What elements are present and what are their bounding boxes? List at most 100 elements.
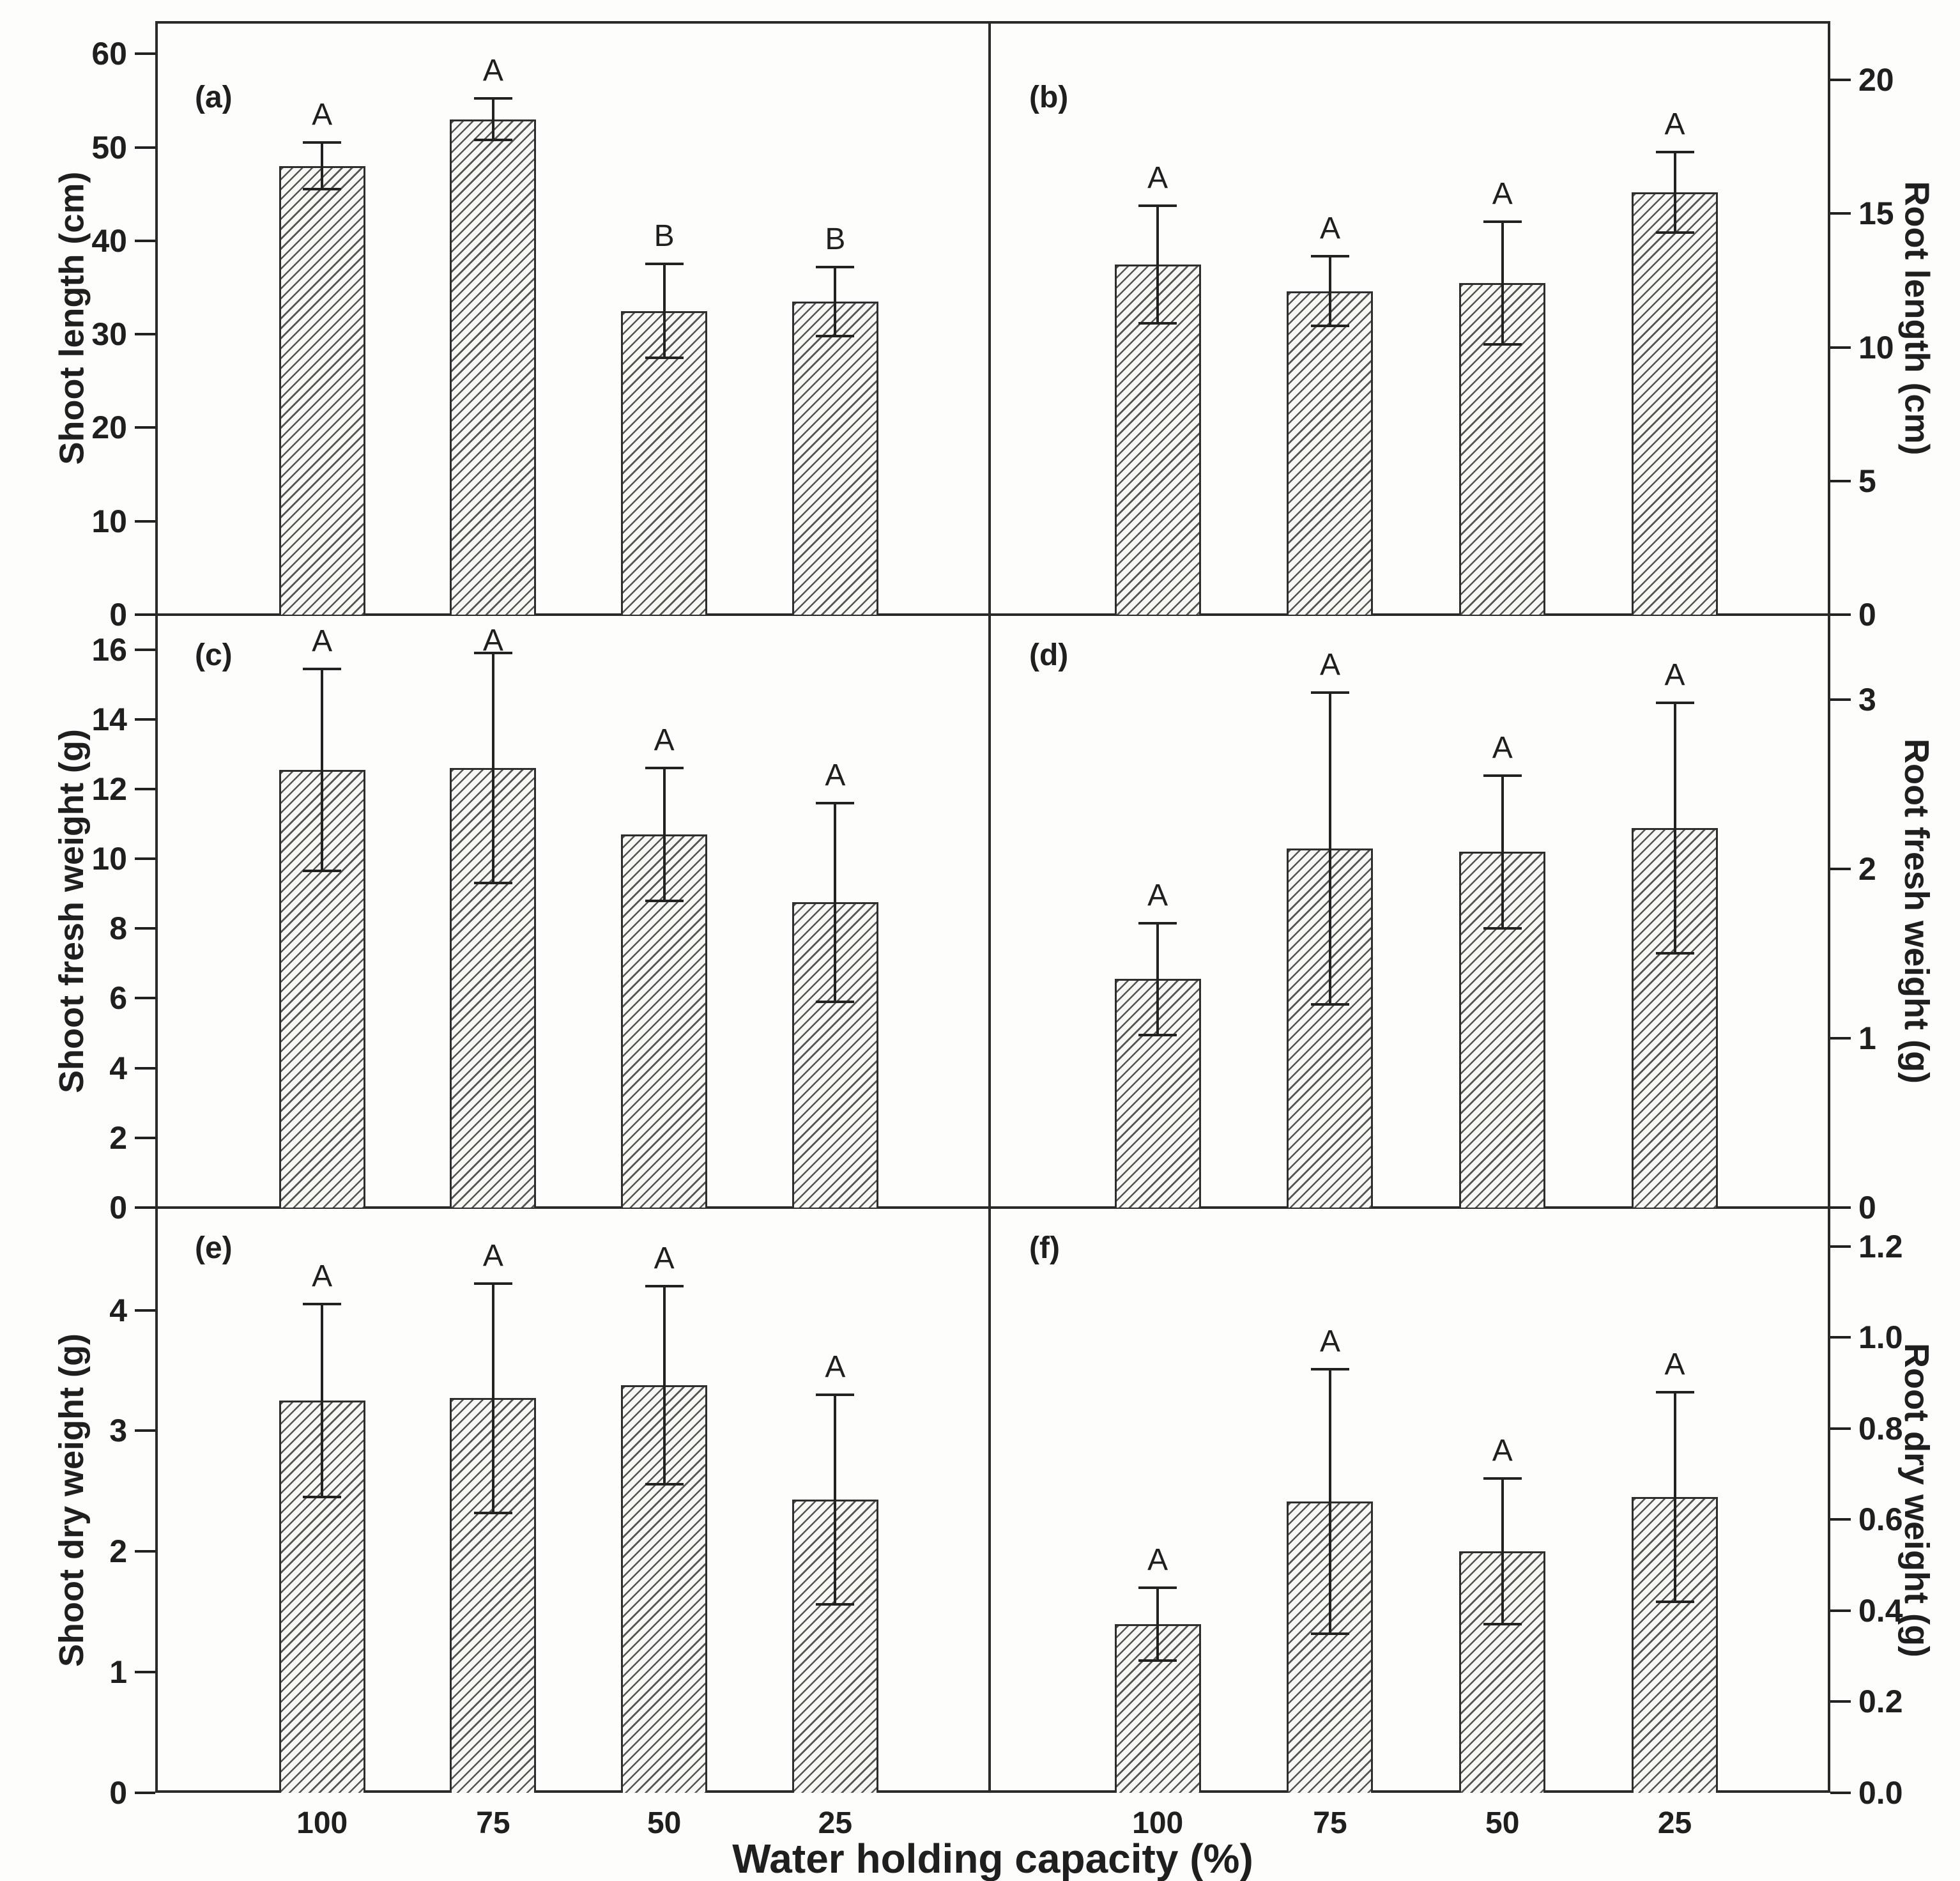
- x-axis-title: Water holding capacity (%): [732, 1836, 1253, 1881]
- y-tick-label: 1.2: [1858, 1228, 1903, 1264]
- error-cap-bottom: [816, 1603, 855, 1606]
- significance-letter: A: [1664, 657, 1685, 692]
- y-tick-label: 14: [91, 701, 127, 737]
- y-tick: [1830, 79, 1851, 82]
- error-cap-bottom: [645, 1482, 684, 1486]
- error-cap-bottom: [645, 356, 684, 359]
- y-tick-label: 4: [109, 1050, 127, 1086]
- error-cap-top: [473, 652, 512, 655]
- error-bar: [1156, 1588, 1160, 1661]
- y-tick-label: 10: [1858, 329, 1894, 365]
- error-cap-bottom: [1483, 1623, 1522, 1626]
- error-cap-top: [1483, 1477, 1522, 1480]
- y-tick: [135, 1429, 155, 1432]
- bar: [450, 119, 537, 615]
- significance-letter: A: [1319, 211, 1340, 246]
- y-axis-label-e: Shoot dry weight (g): [52, 1333, 91, 1667]
- y-tick-label: 50: [91, 129, 127, 165]
- significance-letter: A: [1147, 878, 1168, 912]
- y-tick-label: 12: [91, 771, 127, 807]
- bar: [1632, 192, 1719, 615]
- error-cap-bottom: [1310, 325, 1349, 328]
- error-bar: [834, 266, 837, 337]
- y-tick: [135, 1066, 155, 1070]
- y-tick-label: 3: [1858, 681, 1876, 718]
- error-bar: [321, 142, 324, 190]
- error-cap-top: [1655, 1390, 1694, 1393]
- error-bar: [491, 1283, 494, 1513]
- y-tick: [135, 239, 155, 242]
- error-cap-top: [645, 1284, 684, 1287]
- y-tick-label: 1.0: [1858, 1319, 1903, 1356]
- panel-divider-vertical: [988, 21, 991, 1793]
- y-tick: [1830, 479, 1851, 482]
- significance-letter: A: [1492, 176, 1513, 211]
- significance-letter: B: [825, 222, 846, 256]
- error-bar: [1156, 923, 1160, 1035]
- error-cap-bottom: [1138, 321, 1177, 325]
- error-cap-top: [1310, 1368, 1349, 1371]
- error-cap-top: [816, 801, 855, 804]
- y-tick: [1830, 1700, 1851, 1703]
- significance-letter: A: [1319, 1324, 1340, 1359]
- error-bar: [1328, 1369, 1331, 1634]
- x-tick-label: 25: [818, 1806, 853, 1840]
- significance-letter: A: [482, 624, 503, 657]
- y-tick: [135, 1792, 155, 1794]
- y-tick: [135, 927, 155, 930]
- x-tick-label: 100: [1132, 1806, 1184, 1840]
- panel-label-f: (f): [1029, 1231, 1060, 1265]
- bar: [1459, 1551, 1546, 1793]
- error-cap-bottom: [473, 138, 512, 141]
- y-axis-label-c: Shoot fresh weight (g): [52, 729, 91, 1093]
- y-tick: [135, 857, 155, 861]
- bar: [792, 301, 878, 615]
- y-tick: [1830, 1206, 1851, 1209]
- significance-letter: A: [1664, 1347, 1685, 1381]
- error-cap-bottom: [1138, 1659, 1177, 1662]
- error-bar: [1156, 205, 1160, 323]
- error-cap-top: [1655, 701, 1694, 704]
- error-cap-top: [303, 667, 342, 670]
- significance-letter: A: [1147, 1543, 1168, 1578]
- error-cap-bottom: [1655, 952, 1694, 955]
- error-cap-bottom: [1310, 1632, 1349, 1635]
- error-bar: [321, 668, 324, 871]
- significance-letter: A: [1664, 107, 1685, 142]
- panel-label-d: (d): [1029, 638, 1069, 672]
- error-cap-bottom: [1655, 231, 1694, 234]
- y-tick-label: 0.2: [1858, 1684, 1903, 1720]
- y-tick-label: 2: [1858, 850, 1876, 887]
- y-tick-label: 10: [91, 503, 127, 539]
- error-cap-top: [1310, 691, 1349, 694]
- error-cap-top: [816, 1393, 855, 1396]
- y-tick: [1830, 867, 1851, 870]
- y-tick: [135, 333, 155, 336]
- error-bar: [834, 1394, 837, 1605]
- error-bar: [491, 98, 494, 140]
- y-tick: [1830, 1427, 1851, 1430]
- error-cap-bottom: [473, 1511, 512, 1514]
- y-tick: [135, 997, 155, 1000]
- x-tick-label: 50: [1485, 1806, 1520, 1840]
- error-cap-top: [1138, 204, 1177, 207]
- y-tick-label: 2: [109, 1533, 127, 1570]
- y-tick: [135, 613, 155, 616]
- figure-frame: [155, 21, 1830, 1793]
- error-bar: [321, 1304, 324, 1498]
- y-tick-label: 4: [109, 1292, 127, 1328]
- significance-letter: A: [1492, 730, 1513, 765]
- y-tick: [135, 519, 155, 523]
- y-tick-label: 1: [1858, 1020, 1876, 1056]
- significance-letter: A: [482, 1238, 503, 1273]
- y-tick-label: 0: [109, 1775, 127, 1811]
- error-cap-bottom: [1483, 343, 1522, 346]
- error-cap-top: [303, 1303, 342, 1306]
- panel-label-a: (a): [195, 81, 233, 114]
- y-tick: [135, 1550, 155, 1553]
- y-tick-label: 15: [1858, 196, 1894, 232]
- y-tick: [1830, 1036, 1851, 1040]
- error-bar: [662, 1286, 666, 1484]
- error-bar: [1673, 152, 1676, 233]
